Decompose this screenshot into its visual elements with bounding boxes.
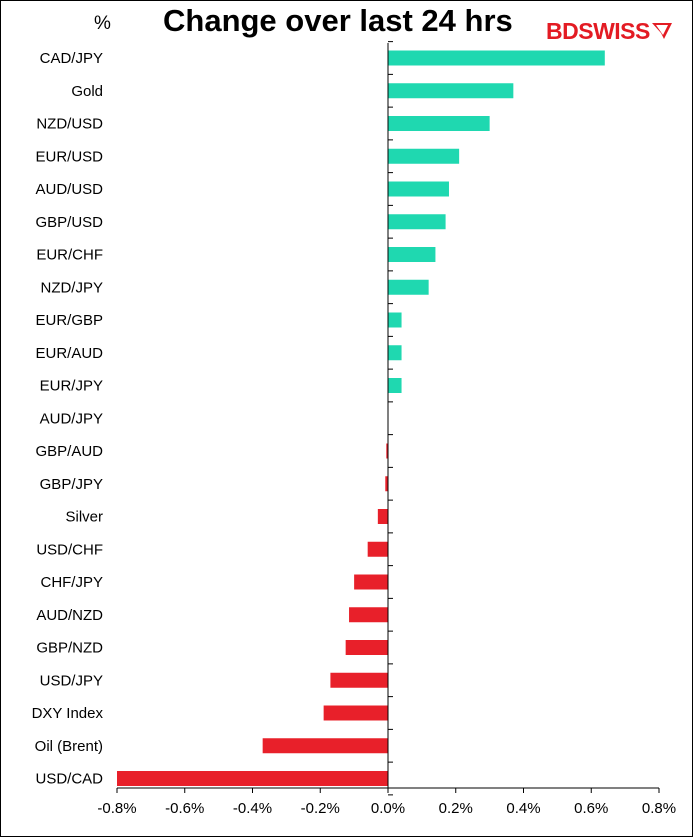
chart-title: Change over last 24 hrs <box>163 3 513 38</box>
bar-eur-gbp <box>388 312 402 328</box>
bar-eur-chf <box>388 247 436 262</box>
category-label: AUD/USD <box>35 181 103 198</box>
bar-dxy-index <box>323 705 388 721</box>
bar-aud-usd <box>388 181 449 197</box>
category-label: GBP/USD <box>35 214 103 231</box>
bar-gbp-usd <box>388 214 446 230</box>
bar-gold <box>388 83 514 99</box>
category-label: EUR/USD <box>35 148 103 165</box>
x-tick-label: 0.8% <box>642 800 676 817</box>
bdswiss-logo: BDSWISS <box>546 17 674 45</box>
x-tick-label: -0.2% <box>301 800 340 817</box>
category-label: USD/CAD <box>35 771 103 788</box>
category-label: AUD/JPY <box>40 410 103 427</box>
category-label: CAD/JPY <box>40 50 103 67</box>
unit-label: % <box>94 13 111 34</box>
category-label: GBP/AUD <box>35 443 103 460</box>
bar-gbp-aud <box>386 443 388 459</box>
bar-gbp-nzd <box>345 640 388 655</box>
category-label: AUD/NZD <box>36 607 103 624</box>
bar-cad-jpy <box>388 50 605 66</box>
bar-aud-nzd <box>349 607 388 623</box>
logo-arrow-icon <box>651 23 672 39</box>
category-label: GBP/NZD <box>36 640 103 657</box>
category-label: EUR/AUD <box>35 345 103 362</box>
category-label: GBP/JPY <box>40 476 103 493</box>
category-label: EUR/CHF <box>36 247 103 264</box>
category-label: USD/CHF <box>36 541 103 558</box>
category-label: EUR/JPY <box>40 378 103 395</box>
bar-silver <box>377 509 388 524</box>
category-label: CHF/JPY <box>40 574 103 591</box>
bar-usd-chf <box>367 541 388 557</box>
bar-oil-brent- <box>262 738 388 754</box>
category-label: USD/JPY <box>40 672 103 689</box>
bar-nzd-jpy <box>388 279 429 295</box>
category-label: EUR/GBP <box>35 312 103 329</box>
bar-eur-jpy <box>388 378 402 393</box>
bar-usd-cad <box>117 771 388 786</box>
category-label: NZD/JPY <box>40 279 103 296</box>
x-tick-label: 0.4% <box>506 800 540 817</box>
x-tick-label: -0.8% <box>97 800 136 817</box>
category-label: Silver <box>65 509 103 526</box>
category-label: DXY Index <box>32 705 104 722</box>
category-label: Gold <box>71 83 103 100</box>
x-tick-label: -0.4% <box>233 800 272 817</box>
bar-usd-jpy <box>330 672 388 688</box>
bar-gbp-jpy <box>385 476 388 492</box>
x-tick-label: -0.6% <box>165 800 204 817</box>
x-tick-label: 0.0% <box>371 800 405 817</box>
bar-eur-usd <box>388 148 460 164</box>
x-tick-label: 0.2% <box>439 800 473 817</box>
bar-chf-jpy <box>354 574 388 590</box>
logo-text: BDSWISS <box>546 17 650 44</box>
category-label: Oil (Brent) <box>35 738 103 755</box>
category-label: NZD/USD <box>36 116 103 133</box>
bar-eur-aud <box>388 345 402 361</box>
bar-nzd-usd <box>388 116 490 131</box>
x-tick-label: 0.6% <box>574 800 608 817</box>
